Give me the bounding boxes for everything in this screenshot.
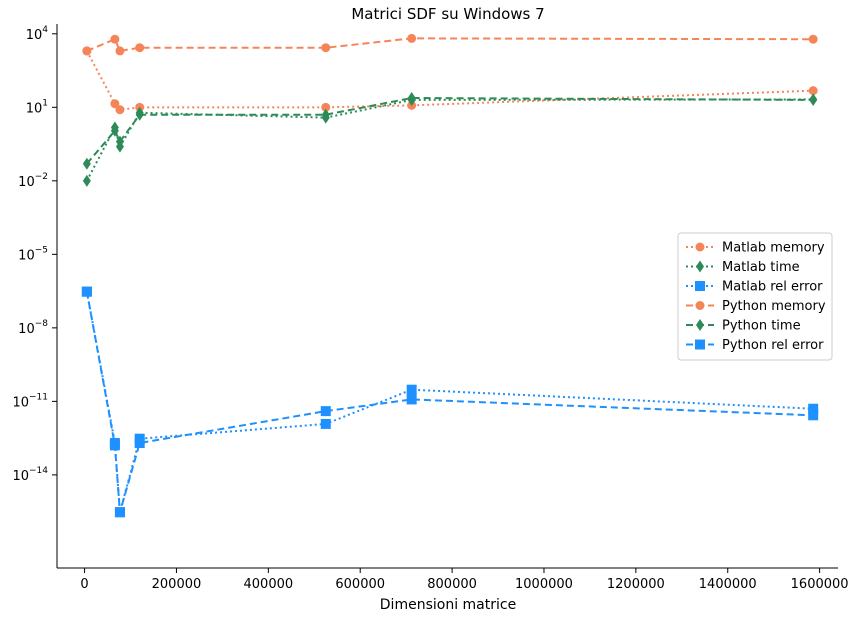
data-point-python-rel-error <box>109 440 120 451</box>
legend-item-matlab-time: Matlab time <box>686 260 800 275</box>
data-point-python-time <box>809 93 818 106</box>
data-point-python-time <box>321 108 330 121</box>
legend-swatch-marker <box>695 281 705 291</box>
y-tick-label: 10−14 <box>12 466 48 484</box>
y-tick-label: 10−11 <box>12 392 48 410</box>
axes: 0 200000 400000 600000 800000 1000000 1200000 1… <box>12 24 849 592</box>
chart-title: Matrici SDF su Windows 7 <box>351 5 544 23</box>
y-tick-label: 10−8 <box>18 319 48 337</box>
legend-item-matlab-rel-error: Matlab rel error <box>686 280 823 295</box>
data-point-python-time <box>82 157 91 170</box>
data-point-matlab-memory <box>115 105 125 115</box>
data-point-python-memory <box>135 43 145 53</box>
data-point-python-memory <box>407 33 417 43</box>
y-tick-label: 104 <box>26 25 49 43</box>
data-point-python-memory <box>808 34 818 44</box>
data-point-python-time <box>407 91 416 104</box>
data-point-python-rel-error <box>114 507 125 518</box>
legend-label: Python rel error <box>722 338 824 353</box>
legend-label: Python time <box>722 319 801 334</box>
data-point-matlab-memory <box>110 99 120 109</box>
legend-label: Matlab time <box>722 260 800 275</box>
data-point-matlab-time <box>82 174 91 187</box>
legend-swatch-marker <box>696 260 704 273</box>
legend: Matlab memory Matlab time Matlab rel error… <box>677 232 833 361</box>
data-point-python-memory <box>82 46 92 56</box>
data-point-python-rel-error <box>808 410 819 421</box>
data-point-python-time <box>135 108 144 121</box>
legend-swatch-marker <box>695 242 705 252</box>
data-point-python-time <box>110 124 119 137</box>
x-tick-label: 1200000 <box>607 577 665 592</box>
data-point-matlab-memory <box>321 102 331 112</box>
series-python-memory <box>82 33 818 56</box>
data-point-python-memory <box>115 46 125 56</box>
y-tick-label: 10−5 <box>18 245 48 263</box>
x-tick-label: 1000000 <box>515 577 573 592</box>
y-tick-label: 10−2 <box>18 172 48 190</box>
series-python-time <box>82 91 818 170</box>
legend-swatch-marker <box>695 339 705 350</box>
data-point-matlab-rel-error <box>406 384 417 395</box>
data-point-python-rel-error <box>134 438 145 449</box>
x-tick-label: 0 <box>80 577 88 592</box>
legend-item-python-time: Python time <box>686 319 801 334</box>
data-point-matlab-memory <box>808 86 818 96</box>
legend-label: Matlab memory <box>722 241 825 256</box>
x-tick-label: 600000 <box>335 577 385 592</box>
data-point-python-rel-error <box>320 406 331 417</box>
series-python-rel-error <box>81 286 819 518</box>
legend-item-matlab-memory: Matlab memory <box>686 241 825 256</box>
y-tick-label: 101 <box>26 98 48 116</box>
x-tick-label: 1400000 <box>699 577 757 592</box>
legend-item-python-memory: Python memory <box>686 299 826 314</box>
plot-area <box>81 33 819 518</box>
legend-box <box>677 232 833 361</box>
data-point-matlab-rel-error <box>808 403 819 414</box>
data-point-python-memory <box>321 43 331 53</box>
legend-swatch-marker <box>696 319 704 331</box>
data-point-python-memory <box>110 34 120 44</box>
data-point-python-time <box>115 135 124 148</box>
legend-label: Python memory <box>722 299 826 314</box>
legend-swatch-marker <box>695 301 705 310</box>
legend-label: Matlab rel error <box>722 280 823 295</box>
x-tick-label: 400000 <box>244 577 294 592</box>
x-axis-label: Dimensioni matrice <box>380 597 516 613</box>
data-point-matlab-rel-error <box>320 418 331 429</box>
x-tick-label: 1600000 <box>791 577 849 592</box>
data-point-python-rel-error <box>406 394 417 405</box>
x-tick-label: 200000 <box>152 577 202 592</box>
data-point-python-rel-error <box>81 286 92 297</box>
x-tick-label: 800000 <box>427 577 477 592</box>
legend-item-python-rel-error: Python rel error <box>686 338 824 353</box>
